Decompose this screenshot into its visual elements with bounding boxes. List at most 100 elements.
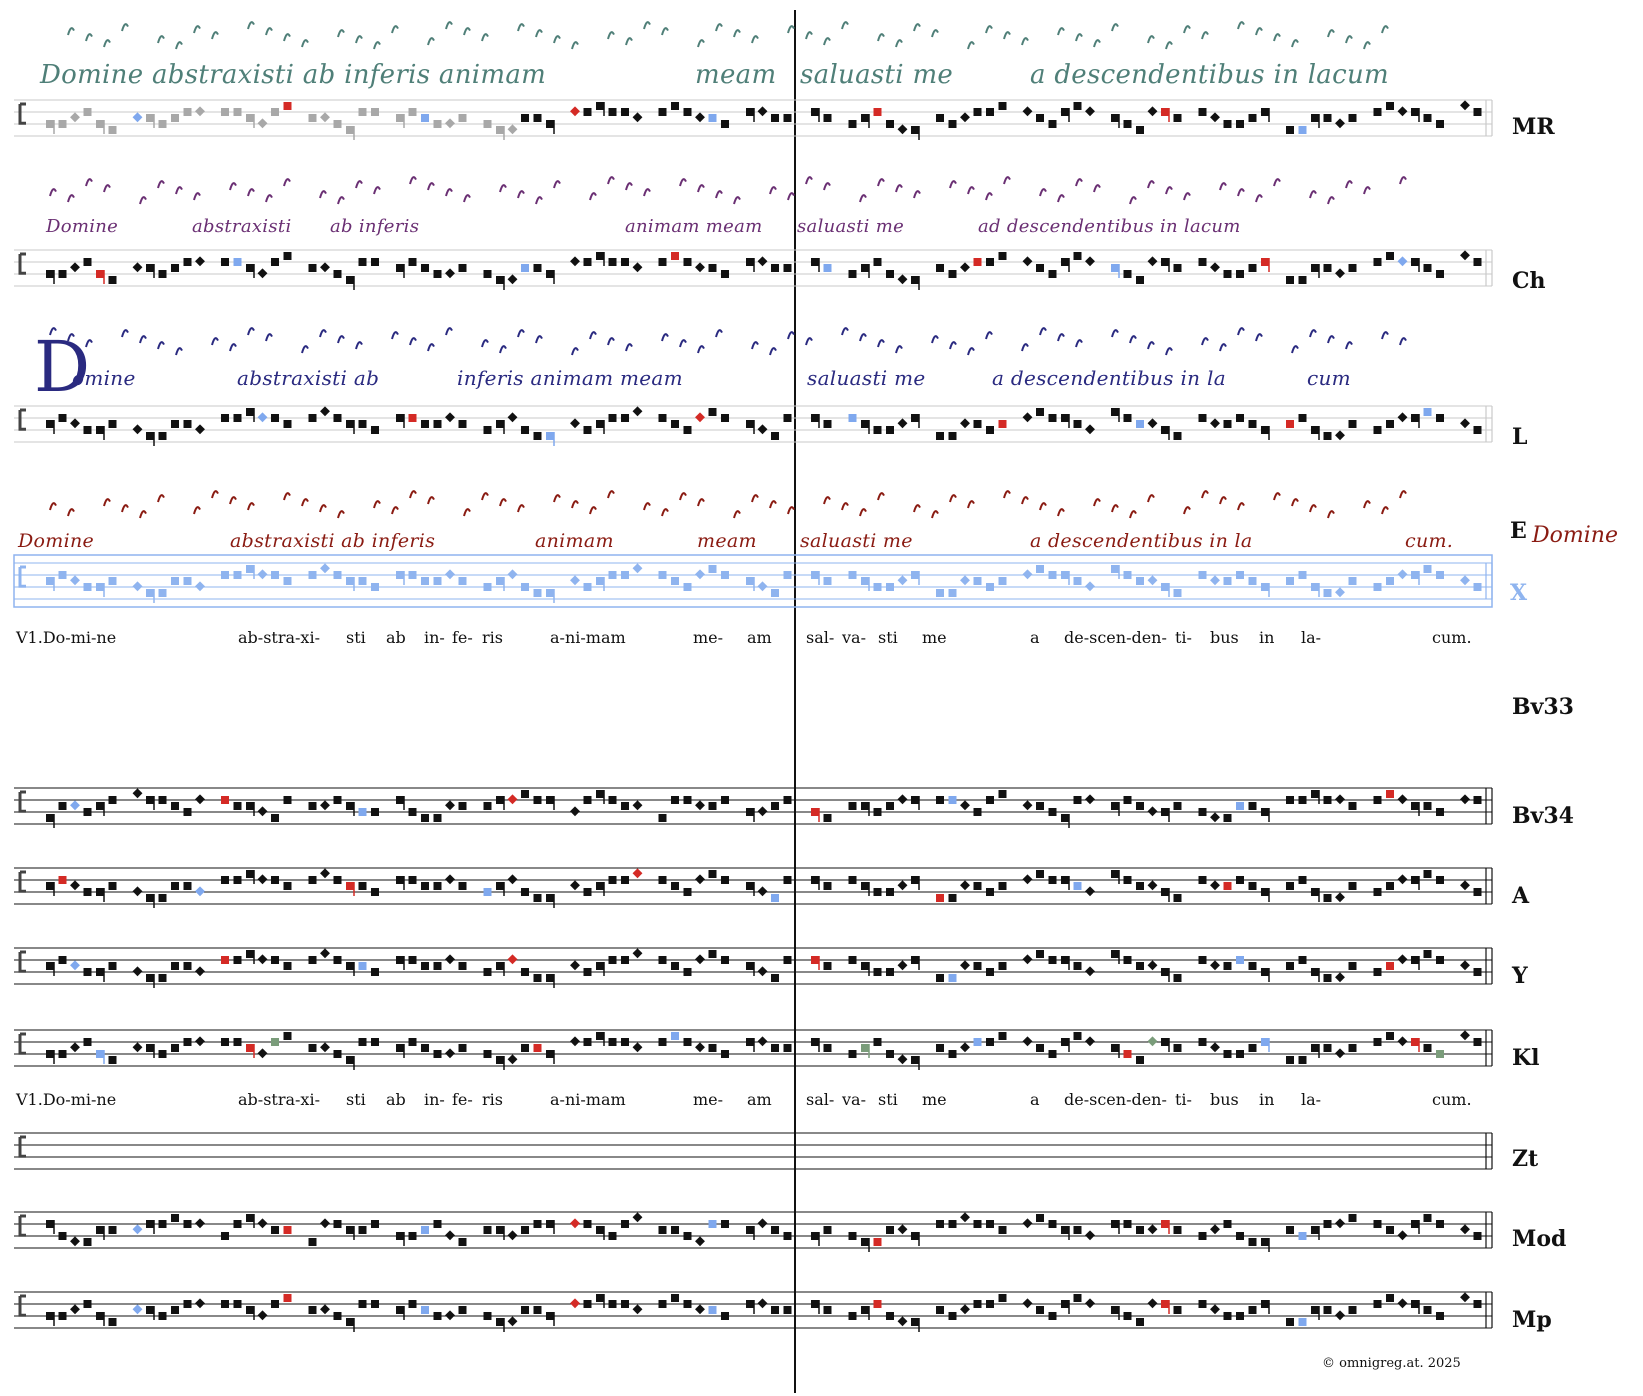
punctum-note	[708, 870, 717, 878]
rhombus-note	[695, 412, 705, 423]
punctum-note	[1236, 1050, 1244, 1058]
punctum-note	[886, 120, 894, 128]
rhombus-note	[695, 954, 705, 965]
neume-mark	[49, 502, 57, 511]
neume-mark	[805, 337, 813, 346]
rhombus-note	[1460, 575, 1470, 586]
neume-mark	[607, 337, 615, 346]
neume-mark	[1201, 337, 1209, 346]
rhombus-note	[570, 106, 580, 117]
neume-mark	[1237, 188, 1245, 197]
punctum-note	[371, 108, 379, 116]
rhombus-note	[695, 874, 705, 885]
neume-mark	[571, 500, 579, 509]
punctum-note	[1161, 968, 1169, 976]
punctum-note	[683, 968, 692, 976]
punctum-note	[671, 1294, 679, 1302]
punctum-note	[1223, 882, 1232, 890]
c-clef-icon	[18, 1214, 26, 1237]
rhombus-note	[960, 800, 970, 811]
punctum-note	[596, 882, 604, 890]
lyric-syllable: fe-	[452, 1090, 473, 1109]
punctum-note	[271, 956, 279, 964]
punctum-note	[671, 577, 679, 585]
punctum-note	[1386, 1226, 1394, 1234]
punctum-note	[546, 270, 554, 278]
neume-mark	[733, 196, 741, 205]
rhombus-note	[320, 262, 330, 273]
punctum-note	[108, 1056, 117, 1064]
neume-mark	[553, 35, 561, 44]
rhombus-note	[1210, 1304, 1220, 1315]
punctum-note	[1111, 114, 1119, 122]
punctum-note	[1473, 968, 1482, 976]
punctum-note	[108, 420, 117, 428]
punctum-note	[146, 974, 154, 982]
rhombus-note	[960, 1042, 970, 1053]
rhombus-note	[132, 1042, 143, 1053]
neume-mark	[1309, 190, 1317, 199]
neume-mark	[139, 196, 147, 205]
punctum-note	[1436, 1050, 1444, 1058]
punctum-note	[233, 108, 242, 116]
punctum-note	[873, 1038, 882, 1046]
punctum-note	[221, 1038, 229, 1046]
rhombus-note	[70, 800, 80, 811]
punctum-note	[683, 258, 692, 266]
punctum-note	[146, 1044, 154, 1052]
punctum-note	[683, 583, 692, 591]
neume-mark	[1309, 329, 1317, 338]
neume-mark	[283, 33, 291, 42]
punctum-note	[1373, 583, 1382, 591]
source-label-a: A	[1512, 883, 1530, 909]
punctum-note	[496, 882, 504, 890]
punctum-note	[1261, 888, 1269, 896]
rhombus-note	[960, 960, 970, 971]
neume-mark	[157, 494, 165, 503]
source-label-kl: Kl	[1512, 1045, 1540, 1071]
rhombus-note	[757, 886, 768, 897]
punctum-note	[596, 962, 604, 970]
neume-mark	[373, 500, 381, 509]
lyric-syllable: sal-	[806, 628, 835, 647]
rhombus-note	[1335, 794, 1345, 805]
neume-mark	[895, 39, 903, 48]
lyric-line: V1.Do-mi-ne ab-stra-xi-sti ab in-fe-ris a-ni…	[0, 628, 1500, 652]
punctum-note	[1311, 1306, 1319, 1314]
punctum-note	[1136, 577, 1144, 585]
punctum-note	[783, 1232, 792, 1240]
punctum-note	[1386, 577, 1394, 585]
punctum-note	[596, 1226, 604, 1234]
punctum-note	[408, 571, 417, 579]
punctum-note	[46, 1050, 54, 1058]
punctum-note	[746, 808, 754, 816]
neume-mark	[1363, 41, 1371, 50]
punctum-note	[1048, 1312, 1057, 1320]
punctum-note	[936, 894, 944, 902]
punctum-note	[158, 432, 167, 440]
neume-mark	[535, 335, 543, 344]
rhombus-note	[1085, 256, 1095, 267]
punctum-note	[873, 1300, 882, 1308]
punctum-note	[1223, 577, 1232, 585]
rhombus-note	[507, 569, 518, 580]
punctum-note	[1161, 258, 1169, 266]
punctum-note	[396, 1306, 404, 1314]
punctum-note	[1111, 408, 1119, 416]
punctum-note	[1286, 1318, 1294, 1326]
rhombus-note	[1397, 794, 1408, 805]
c-clef-icon	[18, 565, 26, 588]
neume-mark	[1327, 29, 1335, 38]
punctum-note	[936, 264, 944, 272]
neume-mark	[1237, 327, 1245, 336]
punctum-note	[1323, 1220, 1332, 1228]
punctum-note	[783, 1306, 792, 1314]
neume-mark	[787, 331, 795, 340]
source-label-ch: Ch	[1512, 268, 1546, 294]
punctum-note	[158, 120, 167, 128]
rhombus-note	[257, 268, 268, 279]
punctum-note	[873, 583, 882, 591]
punctum-note	[483, 120, 492, 128]
neume-mark	[409, 490, 417, 499]
rhombus-note	[320, 1218, 330, 1229]
